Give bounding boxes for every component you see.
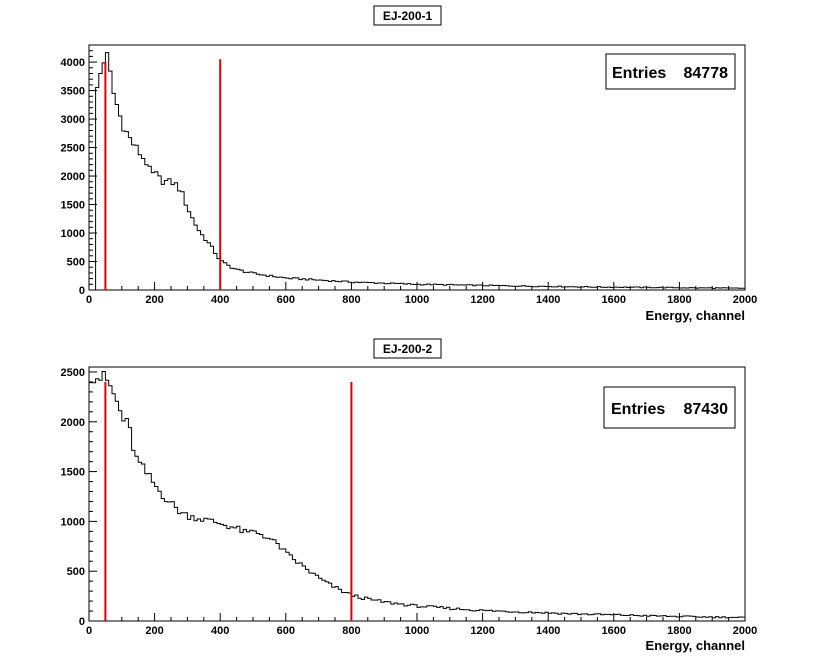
y-axis: 0 500 1000 1500 2000 2500 3000 3500 4000	[61, 50, 97, 297]
x-tick-label: 1800	[667, 625, 691, 637]
y-tick-label: 3500	[61, 86, 85, 98]
x-tick-label: 1800	[667, 294, 691, 306]
stats-entries-value: 87430	[684, 401, 729, 418]
x-tick-label: 0	[86, 294, 92, 306]
stats-box	[605, 53, 736, 90]
y-tick-label: 2500	[61, 367, 85, 379]
x-tick-label: 1400	[536, 294, 560, 306]
histogram-series	[88, 371, 745, 621]
y-tick-label: 1000	[61, 228, 85, 240]
x-tick-label: 1200	[470, 625, 494, 637]
x-axis: 0 200 400 600 800 1000 1200 1400 1600 1800 2000	[86, 613, 757, 637]
x-tick-label: 600	[277, 625, 295, 637]
x-tick-label: 400	[211, 625, 229, 637]
stats-entries-label: Entries	[612, 65, 666, 82]
x-tick-label: 400	[211, 294, 229, 306]
x-tick-label: 0	[86, 625, 92, 637]
x-tick-label: 1600	[602, 625, 626, 637]
y-tick-label: 1500	[61, 200, 85, 212]
stats-entries-label: Entries	[611, 401, 665, 418]
histogram-panel-ej-200-2: EJ-200-2 0 500 1000 1500 2000 2500 0 200 400 600…	[61, 338, 757, 653]
x-axis: 0 200 400 600 800 1000 1200 1400 1600 1800 2000	[86, 282, 757, 306]
y-tick-label: 0	[79, 285, 85, 297]
x-axis-label: Energy, channel	[646, 638, 745, 653]
x-tick-label: 2000	[733, 625, 757, 637]
y-tick-label: 2500	[61, 143, 85, 155]
y-tick-label: 500	[67, 566, 85, 578]
x-tick-label: 1600	[602, 294, 626, 306]
y-tick-label: 2000	[61, 417, 85, 429]
title-box	[373, 338, 442, 359]
chart-title: EJ-200-1	[383, 9, 433, 23]
y-axis: 0 500 1000 1500 2000 2500	[61, 367, 97, 628]
y-tick-label: 0	[79, 616, 85, 628]
x-tick-label: 2000	[733, 294, 757, 306]
y-tick-label: 2000	[61, 171, 85, 183]
stats-box	[603, 386, 736, 429]
y-tick-label: 1000	[61, 516, 85, 528]
x-tick-label: 200	[145, 294, 163, 306]
stats-entries-value: 84778	[684, 65, 729, 82]
y-tick-label: 500	[67, 257, 85, 269]
x-tick-label: 1000	[405, 625, 429, 637]
marker-lines	[104, 381, 353, 621]
marker-lines	[104, 59, 222, 290]
x-tick-label: 1200	[470, 294, 494, 306]
histogram-panel-ej-200-1: EJ-200-1 0500100015002000250030003500400…	[61, 5, 757, 323]
x-tick-label: 800	[342, 625, 360, 637]
histogram-series	[95, 52, 745, 290]
x-tick-label: 800	[342, 294, 360, 306]
x-tick-label: 1000	[405, 294, 429, 306]
chart-title: EJ-200-2	[383, 342, 433, 356]
x-tick-label: 200	[145, 625, 163, 637]
x-tick-label: 1400	[536, 625, 560, 637]
title-box	[373, 5, 442, 26]
y-tick-label: 1500	[61, 467, 85, 479]
x-axis-label: Energy, channel	[646, 308, 745, 323]
y-tick-label: 3000	[61, 114, 85, 126]
y-tick-label: 4000	[61, 57, 85, 69]
x-tick-label: 600	[277, 294, 295, 306]
